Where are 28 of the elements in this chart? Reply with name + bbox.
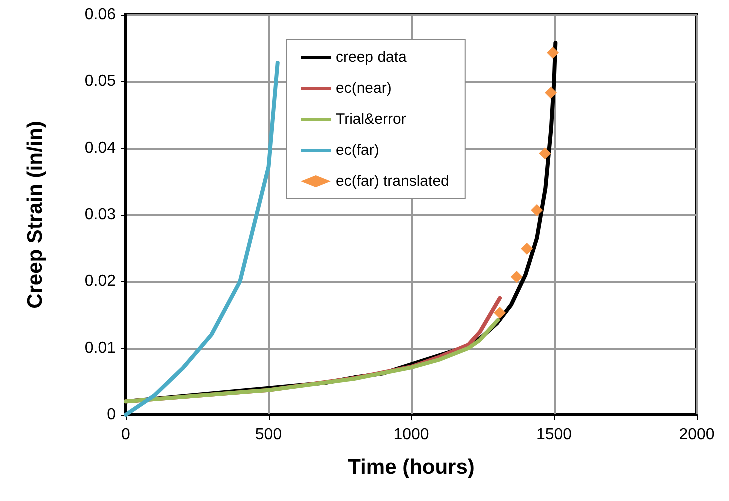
point (545, 87, 558, 99)
legend-label: ec(near) (336, 80, 392, 97)
x-tick-label: 500 (255, 426, 282, 444)
y-tick-label: 0.06 (84, 6, 116, 24)
y-tick-label: 0.04 (84, 140, 116, 157)
x-axis-title: Time (hours) (348, 456, 475, 479)
x-tick-label: 2000 (679, 426, 715, 444)
x-tick-label: 1500 (536, 426, 572, 444)
y-tick-label: 0 (107, 406, 116, 424)
x-tick-label: 1000 (394, 426, 430, 444)
y-tick-label: 0.03 (84, 206, 116, 224)
x-tick-label: 0 (122, 426, 131, 444)
point (521, 243, 534, 255)
y-tick-label: 0.02 (84, 273, 116, 290)
line-series (124, 61, 280, 417)
point (510, 271, 523, 283)
legend-label: Trial&error (336, 111, 406, 128)
point (547, 47, 560, 59)
point (494, 307, 506, 319)
y-tick-label: 0.01 (84, 340, 116, 357)
line-series (124, 318, 500, 404)
point (539, 148, 552, 160)
point (531, 204, 544, 216)
legend-label: creep data (336, 49, 408, 66)
legend-label: ec(far) (336, 142, 380, 159)
legend-label: ec(far) translated (336, 173, 450, 190)
y-axis-title: Creep Strain (in/in) (24, 121, 47, 309)
y-tick-label: 0.05 (84, 73, 116, 90)
